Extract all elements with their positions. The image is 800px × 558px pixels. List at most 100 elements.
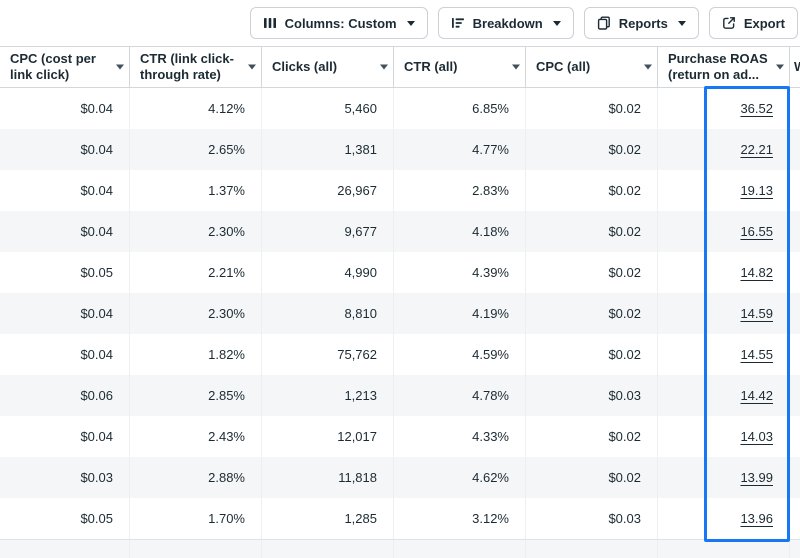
cell-extra [790, 88, 800, 129]
sort-chevron-icon [776, 64, 784, 70]
cell-ctr-all: 6.85% [394, 88, 526, 129]
roas-value-link[interactable]: 19.13 [740, 183, 773, 198]
cell-roas: 14.55 [658, 334, 790, 375]
cell-cpc-link: $0.04 [0, 293, 130, 334]
columns-icon [263, 16, 277, 30]
column-header-label: W [794, 59, 800, 75]
table-row: $0.05 2.21% 4,990 4.39% $0.02 14.82 [0, 252, 800, 293]
table-row: $0.06 2.85% 1,213 4.78% $0.03 14.42 [0, 375, 800, 416]
table-body: $0.04 4.12% 5,460 6.85% $0.02 36.52 $0.0… [0, 88, 800, 558]
column-header-label: CTR (link click-through rate) [140, 50, 234, 82]
cell-extra [790, 129, 800, 170]
breakdown-button-label: Breakdown [472, 15, 543, 31]
cell-ctr-link: 2.85% [130, 375, 262, 416]
sort-chevron-icon [644, 64, 652, 70]
cell-ctr-link [130, 540, 262, 558]
export-button[interactable]: Export [708, 7, 798, 39]
cell-extra [790, 293, 800, 334]
cell-cpc-all: $0.02 [526, 334, 658, 375]
table-header-row: CPC (cost per link click) CTR (link clic… [0, 46, 800, 88]
column-header-partial[interactable]: W [790, 47, 800, 87]
columns-button[interactable]: Columns: Custom [249, 7, 428, 39]
roas-value-link[interactable]: 16.55 [740, 224, 773, 239]
cell-roas [658, 540, 790, 558]
ads-metrics-table: CPC (cost per link click) CTR (link clic… [0, 46, 800, 558]
cell-cpc-all: $0.02 [526, 416, 658, 457]
cell-cpc-link: $0.04 [0, 170, 130, 211]
reports-button-label: Reports [618, 15, 668, 31]
cell-cpc-all: $0.03 [526, 375, 658, 416]
table-row-partial [0, 539, 800, 558]
roas-value-link[interactable]: 36.52 [740, 101, 773, 116]
cell-extra [790, 416, 800, 457]
cell-roas: 36.52 [658, 88, 790, 129]
cell-cpc-all: $0.02 [526, 211, 658, 252]
table-row: $0.03 2.88% 11,818 4.62% $0.02 13.99 [0, 457, 800, 498]
column-header-cpc-all[interactable]: CPC (all) [526, 47, 658, 87]
cell-ctr-link: 2.65% [130, 129, 262, 170]
column-header-clicks-all[interactable]: Clicks (all) [262, 47, 394, 87]
cell-clicks [262, 540, 394, 558]
cell-cpc-link: $0.04 [0, 211, 130, 252]
cell-cpc-all: $0.02 [526, 170, 658, 211]
cell-clicks: 8,810 [262, 293, 394, 334]
roas-value-link[interactable]: 14.82 [740, 265, 773, 280]
cell-clicks: 9,677 [262, 211, 394, 252]
reports-icon [597, 16, 611, 30]
roas-value-link[interactable]: 14.55 [740, 347, 773, 362]
roas-value-link[interactable]: 14.59 [740, 306, 773, 321]
cell-ctr-all [394, 540, 526, 558]
cell-cpc-all: $0.03 [526, 498, 658, 539]
cell-ctr-link: 2.30% [130, 211, 262, 252]
cell-cpc-link: $0.04 [0, 334, 130, 375]
chevron-down-icon [552, 20, 561, 26]
cell-cpc-all: $0.02 [526, 129, 658, 170]
column-header-ctr-all[interactable]: CTR (all) [394, 47, 526, 87]
sort-chevron-icon [248, 64, 256, 70]
sort-chevron-icon [512, 64, 520, 70]
roas-value-link[interactable]: 13.96 [740, 511, 773, 526]
cell-cpc-all: $0.02 [526, 252, 658, 293]
table-row: $0.04 1.37% 26,967 2.83% $0.02 19.13 [0, 170, 800, 211]
cell-roas: 13.96 [658, 498, 790, 539]
reports-button[interactable]: Reports [583, 7, 699, 39]
cell-cpc-all [526, 540, 658, 558]
cell-cpc-link: $0.05 [0, 252, 130, 293]
roas-value-link[interactable]: 13.99 [740, 470, 773, 485]
cell-clicks: 5,460 [262, 88, 394, 129]
cell-clicks: 1,213 [262, 375, 394, 416]
column-header-purchase-roas[interactable]: Purchase ROAS (return on ad... [658, 47, 790, 87]
cell-ctr-all: 4.19% [394, 293, 526, 334]
table-row: $0.04 2.65% 1,381 4.77% $0.02 22.21 [0, 129, 800, 170]
column-header-label: Clicks (all) [272, 58, 338, 74]
column-header-cpc-link[interactable]: CPC (cost per link click) [0, 47, 130, 87]
cell-ctr-link: 1.82% [130, 334, 262, 375]
cell-cpc-all: $0.02 [526, 457, 658, 498]
chevron-down-icon [677, 20, 686, 26]
cell-extra [790, 498, 800, 539]
cell-roas: 19.13 [658, 170, 790, 211]
roas-value-link[interactable]: 14.03 [740, 429, 773, 444]
cell-clicks: 26,967 [262, 170, 394, 211]
cell-cpc-all: $0.02 [526, 293, 658, 334]
cell-extra [790, 170, 800, 211]
table-toolbar: Columns: Custom Breakdown Reports [0, 0, 800, 46]
roas-value-link[interactable]: 22.21 [740, 142, 773, 157]
cell-ctr-link: 2.21% [130, 252, 262, 293]
cell-extra [790, 252, 800, 293]
cell-ctr-all: 4.18% [394, 211, 526, 252]
roas-value-link[interactable]: 14.42 [740, 388, 773, 403]
column-header-ctr-link[interactable]: CTR (link click-through rate) [130, 47, 262, 87]
breakdown-button[interactable]: Breakdown [437, 7, 574, 39]
table-row: $0.04 1.82% 75,762 4.59% $0.02 14.55 [0, 334, 800, 375]
cell-extra [790, 211, 800, 252]
cell-ctr-all: 4.33% [394, 416, 526, 457]
cell-roas: 16.55 [658, 211, 790, 252]
cell-cpc-link: $0.04 [0, 88, 130, 129]
column-header-label: Purchase ROAS (return on ad... [668, 50, 768, 82]
cell-roas: 14.42 [658, 375, 790, 416]
cell-ctr-link: 1.37% [130, 170, 262, 211]
cell-extra [790, 457, 800, 498]
cell-ctr-all: 4.77% [394, 129, 526, 170]
cell-cpc-link: $0.04 [0, 129, 130, 170]
